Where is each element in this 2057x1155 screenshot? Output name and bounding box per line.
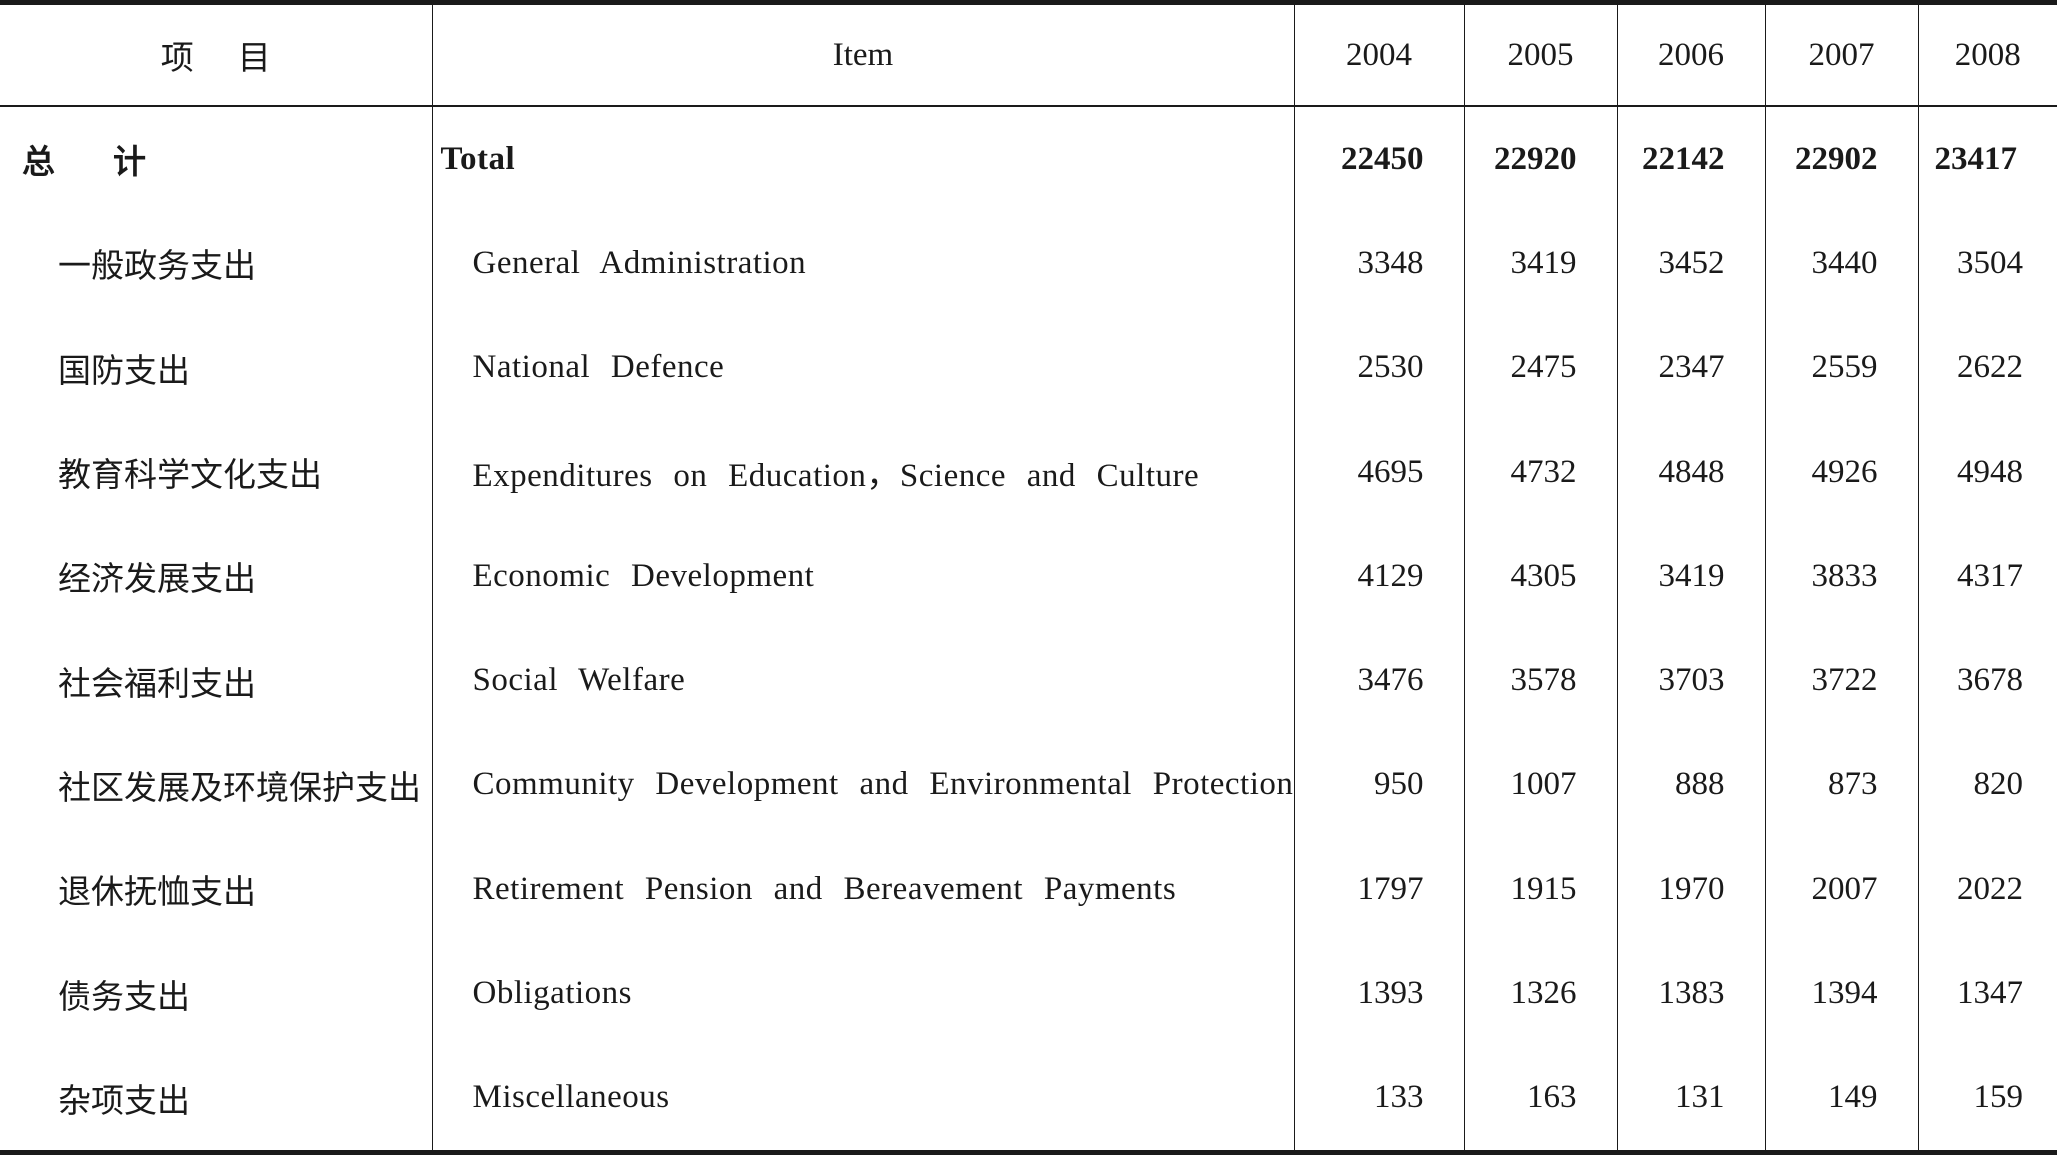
- cell-value: 3722: [1765, 628, 1919, 733]
- cell-value: 4732: [1464, 419, 1618, 525]
- header-year: 2007: [1765, 0, 1919, 107]
- cell-value: 4926: [1765, 419, 1919, 525]
- cell-value: 4305: [1464, 524, 1618, 629]
- total-row: 总计 Total 22450 22920 22142 22902 23417: [0, 106, 2057, 212]
- cell-value: 3348: [1294, 211, 1465, 316]
- table-header: 项目 Item 2004 2005 2006 2007 2008: [0, 0, 2057, 107]
- cell-value: 2022: [1957, 870, 2023, 907]
- header-item-cn: 项目: [0, 0, 433, 107]
- row-label-en: Total: [432, 106, 1295, 212]
- cell-value: 4695: [1294, 419, 1465, 525]
- cell-value: 23417: [1934, 140, 2018, 177]
- cell-value: 2475: [1464, 315, 1618, 420]
- table-row: 社区发展及环境保护支出 Community Development and En…: [0, 732, 2057, 838]
- cell-value: 873: [1765, 732, 1919, 838]
- cell-value: 2530: [1294, 315, 1465, 420]
- row-label-en: National Defence: [432, 315, 1295, 420]
- cell-value: 22920: [1464, 106, 1618, 212]
- row-label-cn: 债务支出: [0, 941, 433, 1046]
- cell-value: 2007: [1765, 837, 1919, 942]
- row-label-en: Expenditures on Education，Science and Cu…: [432, 419, 1295, 525]
- cell-value: 1347: [1957, 975, 2023, 1012]
- cell-value: 3504: [1957, 244, 2023, 281]
- row-label-cn: 总计: [0, 106, 433, 212]
- row-label-cn: 杂项支出: [0, 1045, 433, 1155]
- cell-value: 3419: [1617, 524, 1766, 629]
- row-label-en: General Administration: [432, 211, 1295, 316]
- cell-value: 3833: [1765, 524, 1919, 629]
- table-row: 经济发展支出 Economic Development 4129 4305 34…: [0, 524, 2057, 629]
- cell-value: 1915: [1464, 837, 1618, 942]
- cell-value: 3452: [1617, 211, 1766, 316]
- cell-value: 3476: [1294, 628, 1465, 733]
- cell-value: 163: [1464, 1045, 1618, 1155]
- row-label-en: Retirement Pension and Bereavement Payme…: [432, 837, 1295, 942]
- cell-value: 1394: [1765, 941, 1919, 1046]
- cell-value: 3703: [1617, 628, 1766, 733]
- cell-value: 1326: [1464, 941, 1618, 1046]
- table-row: 教育科学文化支出 Expenditures on Education，Scien…: [0, 419, 2057, 525]
- cell-value: 4948: [1957, 453, 2023, 490]
- table-row: 社会福利支出 Social Welfare 3476 3578 3703 372…: [0, 628, 2057, 733]
- cell-value: 820: [1973, 766, 2024, 803]
- cell-value: 3419: [1464, 211, 1618, 316]
- cell-value: 1970: [1617, 837, 1766, 942]
- table-row: 一般政务支出 General Administration 3348 3419 …: [0, 211, 2057, 316]
- row-label-cn: 经济发展支出: [0, 524, 433, 629]
- cell-value: 888: [1617, 732, 1766, 838]
- row-label-en: Social Welfare: [432, 628, 1295, 733]
- table-row: 债务支出 Obligations 1393 1326 1383 1394 134…: [0, 941, 2057, 1046]
- cell-value: 3678: [1957, 662, 2023, 699]
- table-row: 退休抚恤支出 Retirement Pension and Bereavemen…: [0, 837, 2057, 942]
- row-label-cn: 退休抚恤支出: [0, 837, 433, 942]
- row-label-cn: 国防支出: [0, 315, 433, 420]
- header-row: 项目 Item 2004 2005 2006 2007 2008: [0, 0, 2057, 107]
- table-body: 总计 Total 22450 22920 22142 22902 23417 一…: [0, 106, 2057, 1155]
- header-item-en: Item: [432, 0, 1295, 107]
- row-label-en: Miscellaneous: [432, 1045, 1295, 1155]
- header-year: 2008: [1918, 0, 2057, 107]
- cell-value: 22450: [1294, 106, 1465, 212]
- row-label-en: Economic Development: [432, 524, 1295, 629]
- cell-value: 1383: [1617, 941, 1766, 1046]
- cell-value: 2347: [1617, 315, 1766, 420]
- cell-value: 2559: [1765, 315, 1919, 420]
- cell-value: 4848: [1617, 419, 1766, 525]
- header-year: 2004: [1294, 0, 1465, 107]
- header-year: 2006: [1617, 0, 1766, 107]
- table-row: 杂项支出 Miscellaneous 133 163 131 149 159: [0, 1045, 2057, 1155]
- cell-value: 1007: [1464, 732, 1618, 838]
- row-label-cn: 社会福利支出: [0, 628, 433, 733]
- table-row: 国防支出 National Defence 2530 2475 2347 255…: [0, 315, 2057, 420]
- cell-value: 3440: [1765, 211, 1919, 316]
- cell-value: 131: [1617, 1045, 1766, 1155]
- header-year: 2005: [1464, 0, 1618, 107]
- cell-value: 1797: [1294, 837, 1465, 942]
- row-label-cn: 一般政务支出: [0, 211, 433, 316]
- cell-value: 4317: [1957, 557, 2023, 594]
- row-label-en: Community Development and Environmental …: [432, 732, 1295, 838]
- cell-value: 1393: [1294, 941, 1465, 1046]
- cell-value: 3578: [1464, 628, 1618, 733]
- cell-value: 149: [1765, 1045, 1919, 1155]
- cell-value: 950: [1294, 732, 1465, 838]
- cell-value: 2622: [1957, 349, 2023, 386]
- cell-value: 22902: [1765, 106, 1919, 212]
- row-label-cn: 社区发展及环境保护支出: [0, 732, 433, 838]
- cell-value: 133: [1294, 1045, 1465, 1155]
- cell-value: 4129: [1294, 524, 1465, 629]
- cell-value: 22142: [1617, 106, 1766, 212]
- cell-value: 159: [1918, 1045, 2057, 1155]
- row-label-en: Obligations: [432, 941, 1295, 1046]
- row-label-cn: 教育科学文化支出: [0, 419, 433, 525]
